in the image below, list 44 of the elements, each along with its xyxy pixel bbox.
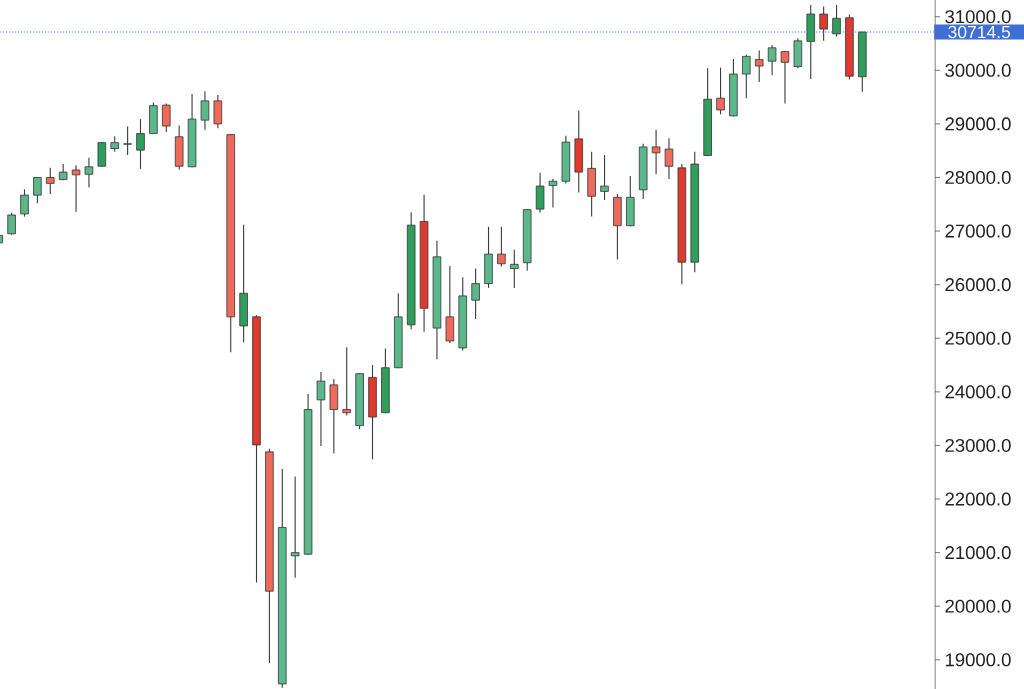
candlestick	[33, 176, 42, 204]
candlestick	[290, 475, 300, 579]
candlestick	[651, 129, 661, 175]
candlestick	[46, 167, 55, 195]
y-tick-label: 28000.0	[945, 170, 1011, 185]
candlestick	[664, 137, 674, 180]
candlestick	[213, 94, 223, 129]
y-tick-label: 26000.0	[945, 278, 1011, 292]
candlestick	[471, 268, 480, 320]
y-tick-label: 22000.0	[945, 492, 1011, 506]
candlestick	[200, 90, 210, 131]
y-tick-label: 25000.0	[945, 331, 1011, 345]
y-tick-label: 27000.0	[945, 224, 1011, 238]
candlestick	[316, 371, 326, 447]
candlestick	[832, 4, 841, 38]
candlestick	[754, 49, 764, 83]
candlestick	[767, 44, 777, 76]
candlestick	[548, 178, 558, 209]
y-tick-label: 24000.0	[945, 385, 1011, 399]
ref-line-label: 30714.5	[948, 25, 1011, 39]
candlestick	[742, 54, 751, 99]
candlestick	[71, 164, 81, 213]
candlestick	[535, 172, 545, 214]
candlestick	[97, 141, 107, 168]
y-tick-label: 31000.0	[945, 10, 1011, 24]
candlestick	[84, 157, 94, 188]
candlestick	[162, 102, 171, 133]
candlestick	[497, 226, 506, 267]
y-tick-label: 19000.0	[945, 653, 1011, 667]
y-tick-label: 23000.0	[945, 438, 1011, 452]
candlestick	[7, 212, 16, 236]
y-tick-label: 30000.0	[945, 63, 1011, 77]
y-tick-label: 21000.0	[945, 546, 1011, 560]
candlestick	[780, 50, 790, 105]
candlestick	[342, 346, 351, 416]
candlestick	[510, 249, 519, 289]
candlestick	[819, 5, 828, 42]
candlestick	[600, 154, 609, 201]
candlestick	[136, 118, 145, 170]
y-tick-label: 29000.0	[945, 117, 1011, 131]
y-tick-label: 20000.0	[945, 599, 1011, 613]
candlestick	[716, 67, 725, 115]
candlestick	[20, 188, 29, 218]
candlestick	[123, 126, 132, 156]
